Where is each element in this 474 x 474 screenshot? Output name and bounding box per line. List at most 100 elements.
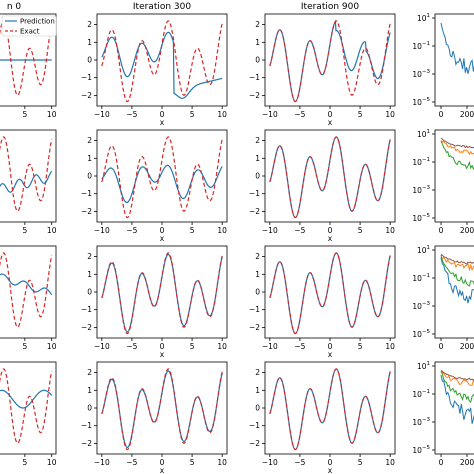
x-tick-label: 0 bbox=[328, 342, 333, 351]
x-tick-label: 0 bbox=[160, 458, 165, 467]
y-tick-exponent: −1 bbox=[422, 157, 430, 163]
y-tick-label: 0 bbox=[87, 172, 92, 181]
axes-frame bbox=[264, 129, 396, 223]
exact-line bbox=[101, 20, 223, 103]
y-tick-exponent: −1 bbox=[422, 389, 430, 395]
y-tick-exponent: −5 bbox=[422, 213, 431, 219]
prediction-line bbox=[101, 253, 223, 333]
y-tick-exponent: 1 bbox=[427, 129, 431, 135]
y-tick-label: −2 bbox=[81, 439, 92, 448]
loss-series-line bbox=[440, 370, 474, 386]
y-tick-label: −1 bbox=[81, 73, 92, 82]
x-tick-label: 0 bbox=[328, 226, 333, 235]
x-tick-label: −10 bbox=[94, 110, 110, 119]
x-axis-label: x bbox=[328, 234, 333, 243]
y-tick-exponent: −3 bbox=[422, 417, 431, 423]
x-axis-label: x bbox=[328, 466, 333, 474]
x-tick-label: −5 bbox=[126, 226, 137, 235]
y-tick-exponent: −3 bbox=[422, 185, 431, 191]
panel-r1-c4: 101 10−1 10−3 10−5 0 200 bbox=[412, 13, 474, 119]
prediction-line bbox=[0, 389, 53, 409]
x-tick-label: 5 bbox=[22, 342, 27, 351]
axes-frame bbox=[96, 361, 228, 455]
loss-series-line bbox=[440, 374, 474, 424]
x-tick-label: 200 bbox=[460, 226, 474, 235]
x-tick-label: 0 bbox=[160, 226, 165, 235]
column-title-3: Iteration 900 bbox=[301, 2, 359, 12]
x-axis-label: x bbox=[160, 234, 165, 243]
y-tick-label: 101 bbox=[417, 245, 430, 255]
y-tick-exponent: −5 bbox=[422, 97, 431, 103]
y-tick-exponent: −5 bbox=[422, 445, 431, 451]
y-tick-label: 0 bbox=[87, 288, 92, 297]
x-tick-label: 0 bbox=[328, 110, 333, 119]
axes-frame bbox=[434, 129, 474, 223]
x-axis-label: x bbox=[160, 350, 165, 359]
loss-series-line bbox=[440, 22, 474, 74]
y-tick-label: −2 bbox=[81, 91, 92, 100]
x-tick-label: 10 bbox=[385, 342, 395, 351]
exact-line bbox=[269, 252, 391, 335]
y-tick-label: 10−3 bbox=[412, 301, 430, 311]
x-tick-label: 10 bbox=[217, 458, 227, 467]
loss-series-line bbox=[440, 140, 474, 156]
y-tick-exponent: −3 bbox=[422, 69, 431, 75]
x-tick-label: 10 bbox=[385, 226, 395, 235]
y-tick-label: 1 bbox=[87, 386, 92, 395]
column-title-2: Iteration 300 bbox=[133, 2, 191, 12]
y-tick-label: 1 bbox=[87, 38, 92, 47]
loss-series-line bbox=[440, 137, 474, 149]
axes-frame bbox=[434, 13, 474, 107]
x-tick-label: 10 bbox=[47, 342, 57, 351]
y-tick-exponent: −1 bbox=[422, 41, 430, 47]
y-tick-label: 2 bbox=[87, 20, 92, 29]
x-tick-label: 0 bbox=[0, 226, 1, 235]
x-tick-label: 0 bbox=[328, 458, 333, 467]
axes-frame bbox=[264, 245, 396, 339]
x-tick-label: 10 bbox=[47, 226, 57, 235]
y-tick-label: −2 bbox=[249, 323, 260, 332]
y-tick-label: 10−5 bbox=[412, 445, 430, 455]
panel-r4-c4: 101 10−1 10−3 10−5 0 200 bbox=[412, 361, 474, 467]
y-tick-exponent: 1 bbox=[427, 13, 431, 19]
x-tick-label: −10 bbox=[262, 458, 278, 467]
x-tick-label: 0 bbox=[0, 458, 1, 467]
x-tick-label: 5 bbox=[190, 226, 195, 235]
panel-r4-c1: 0 5 10 bbox=[0, 361, 57, 467]
x-tick-label: −10 bbox=[94, 226, 110, 235]
y-tick-label: 0 bbox=[255, 56, 260, 65]
x-tick-label: −5 bbox=[126, 110, 137, 119]
y-tick-label: 2 bbox=[255, 368, 260, 377]
y-tick-label: 2 bbox=[87, 136, 92, 145]
y-tick-label: −1 bbox=[81, 305, 92, 314]
x-tick-label: 0 bbox=[160, 110, 165, 119]
y-tick-label: 0 bbox=[255, 288, 260, 297]
x-tick-label: 5 bbox=[22, 458, 27, 467]
legend: Prediction Exact bbox=[1, 15, 57, 37]
loss-series-line bbox=[440, 257, 474, 304]
loss-series-line bbox=[440, 369, 474, 381]
x-tick-label: 10 bbox=[217, 110, 227, 119]
y-tick-label: 1 bbox=[255, 38, 260, 47]
x-tick-label: −10 bbox=[262, 226, 278, 235]
axes-frame bbox=[434, 245, 474, 339]
axes-frame bbox=[96, 13, 228, 107]
y-tick-label: 10−1 bbox=[412, 157, 430, 167]
y-tick-label: 1 bbox=[255, 386, 260, 395]
x-tick-label: 0 bbox=[0, 342, 1, 351]
panel-r3-c1: 0 5 10 bbox=[0, 245, 57, 351]
x-axis-label: x bbox=[160, 466, 165, 474]
y-tick-label: −2 bbox=[249, 91, 260, 100]
exact-line bbox=[269, 136, 391, 219]
x-tick-label: 0 bbox=[439, 226, 444, 235]
y-tick-label: −1 bbox=[249, 189, 260, 198]
y-tick-label: −1 bbox=[249, 73, 260, 82]
y-tick-label: 0 bbox=[87, 404, 92, 413]
x-tick-label: 5 bbox=[358, 226, 363, 235]
y-tick-label: 2 bbox=[255, 20, 260, 29]
y-tick-exponent: −5 bbox=[422, 329, 431, 335]
x-tick-label: 0 bbox=[439, 110, 444, 119]
exact-line bbox=[0, 136, 53, 212]
panel-r1-c3: 210−1−2−10 −5 0 5 10x bbox=[249, 13, 396, 127]
